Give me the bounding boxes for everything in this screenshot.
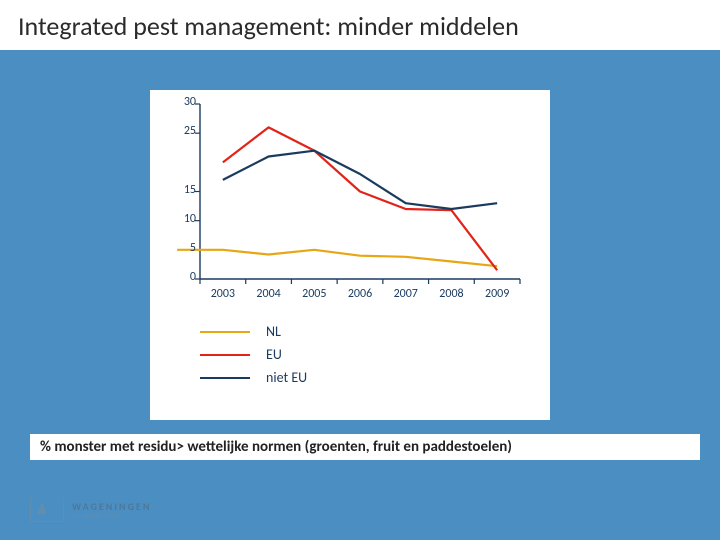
x-tick-label: 2005 bbox=[291, 287, 337, 301]
title-bar: Integrated pest management: minder midde… bbox=[0, 0, 720, 50]
x-tick-label: 2006 bbox=[337, 287, 383, 301]
legend-item: NL bbox=[200, 323, 532, 340]
x-axis-labels: 2003200420052006200720082009 bbox=[200, 287, 520, 301]
logo-line1: WAGENINGEN bbox=[72, 502, 151, 512]
logo-mark-icon bbox=[30, 498, 64, 522]
y-axis-labels: 0510152530 bbox=[172, 96, 196, 276]
y-tick-label: 0 bbox=[172, 271, 196, 283]
legend-label: NL bbox=[266, 323, 281, 340]
legend: NL EU niet EU bbox=[200, 323, 532, 386]
y-tick-label: 25 bbox=[172, 125, 196, 137]
caption-bar: % monster met residu> wettelijke normen … bbox=[30, 434, 700, 460]
legend-swatch-icon bbox=[200, 377, 250, 379]
x-tick-label: 2003 bbox=[200, 287, 246, 301]
plot-area: 0510152530 2003200420052006200720082009 bbox=[200, 104, 520, 279]
legend-swatch-icon bbox=[200, 331, 250, 333]
page-title: Integrated pest management: minder midde… bbox=[18, 10, 702, 42]
logo-text: WAGENINGEN For quality of life bbox=[72, 502, 151, 519]
logo-line2: For quality of life bbox=[72, 512, 151, 519]
x-tick-label: 2009 bbox=[474, 287, 520, 301]
legend-item: EU bbox=[200, 346, 532, 363]
legend-swatch-icon bbox=[200, 354, 250, 356]
y-tick-label: 10 bbox=[172, 213, 196, 225]
x-tick-label: 2008 bbox=[429, 287, 475, 301]
y-tick-label: 30 bbox=[172, 96, 196, 108]
chart-panel: 0510152530 2003200420052006200720082009 … bbox=[150, 90, 550, 420]
y-tick-label: 5 bbox=[172, 242, 196, 254]
chart-svg bbox=[200, 104, 520, 279]
y-tick-label: 15 bbox=[172, 184, 196, 196]
logo: WAGENINGEN For quality of life bbox=[30, 498, 151, 522]
x-tick-label: 2004 bbox=[246, 287, 292, 301]
legend-label: EU bbox=[266, 346, 282, 363]
x-tick-label: 2007 bbox=[383, 287, 429, 301]
legend-item: niet EU bbox=[200, 369, 532, 386]
caption-text: % monster met residu> wettelijke normen … bbox=[40, 438, 690, 456]
legend-label: niet EU bbox=[266, 369, 307, 386]
